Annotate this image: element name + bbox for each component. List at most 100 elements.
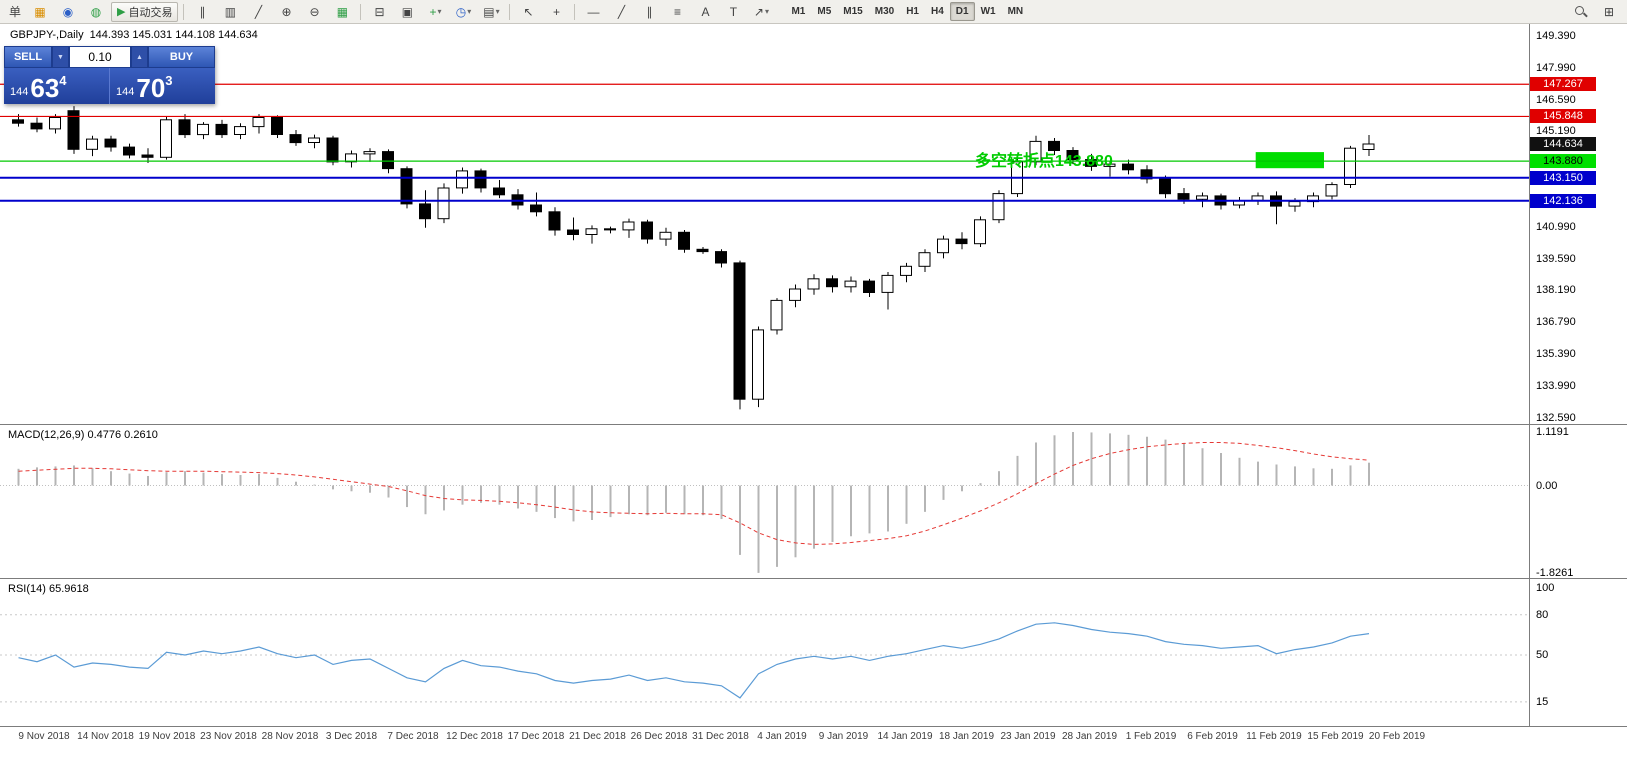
price-axis[interactable]: 149.390 147.990 146.590 145.190 140.990 139.5… bbox=[1529, 24, 1627, 726]
date-label: 11 Feb 2019 bbox=[1246, 731, 1302, 742]
sell-price[interactable]: 144 63 4 bbox=[4, 68, 109, 104]
crosshair-tool-button[interactable]: + bbox=[552, 4, 560, 19]
new-order-button[interactable]: 单 bbox=[5, 2, 25, 22]
tile-windows-button[interactable]: ▦ bbox=[336, 4, 349, 19]
buy-button[interactable]: BUY bbox=[148, 46, 215, 68]
price-tick: 147.990 bbox=[1536, 61, 1576, 74]
shapes-tool-button[interactable]: ↗ ▾ bbox=[748, 1, 774, 23]
date-label: 3 Dec 2018 bbox=[325, 731, 378, 742]
candlestick-chart[interactable] bbox=[0, 24, 1529, 424]
price-tick: 135.390 bbox=[1536, 348, 1576, 360]
price-badge: 142.136 bbox=[1530, 193, 1596, 208]
clock-icon: ◷ bbox=[455, 4, 467, 19]
date-label: 6 Feb 2019 bbox=[1187, 731, 1238, 742]
panel-separator[interactable] bbox=[0, 424, 1627, 425]
date-label: 9 Jan 2019 bbox=[818, 731, 869, 742]
arrange-windows-button[interactable]: ⊟ bbox=[374, 4, 385, 19]
chevron-up-icon: ▲ bbox=[136, 53, 143, 61]
axis-separator bbox=[0, 726, 1627, 727]
date-label: 31 Dec 2018 bbox=[692, 731, 749, 742]
indicators-plus-icon: + bbox=[429, 4, 437, 19]
trendline-tool-button[interactable]: ╱ bbox=[617, 4, 626, 19]
panel-separator[interactable] bbox=[0, 578, 1627, 579]
bar-chart-type-button[interactable]: ∥ bbox=[199, 4, 206, 19]
cursor-tool-button[interactable]: ↖ bbox=[523, 4, 534, 19]
text-tool-button[interactable]: A bbox=[701, 4, 710, 19]
date-label: 18 Jan 2019 bbox=[938, 731, 995, 742]
volume-input[interactable] bbox=[69, 46, 131, 68]
new-window-button[interactable]: ⊞ bbox=[1603, 4, 1615, 19]
candlestick-chart-type-button[interactable]: ▥ bbox=[224, 4, 237, 19]
chevron-down-icon: ▾ bbox=[764, 7, 769, 16]
price-tick: 80 bbox=[1536, 608, 1549, 621]
date-label: 9 Nov 2018 bbox=[18, 731, 70, 742]
price-badge: 145.848 bbox=[1530, 109, 1596, 124]
price-tick: 146.590 bbox=[1536, 93, 1576, 106]
autotrading-button[interactable]: ▶ 自动交易 bbox=[111, 1, 179, 22]
timeframe-h4-button[interactable]: H4 bbox=[930, 6, 944, 17]
fibonacci-tool-button[interactable]: ≡ bbox=[673, 4, 681, 19]
date-label: 1 Feb 2019 bbox=[1125, 731, 1177, 742]
periods-button[interactable]: ◷ ▾ bbox=[450, 1, 476, 23]
price-tick: 149.390 bbox=[1536, 30, 1576, 42]
date-label: 19 Nov 2018 bbox=[138, 731, 196, 742]
timeframe-mn-button[interactable]: MN bbox=[1007, 6, 1024, 17]
chevron-down-icon: ▾ bbox=[437, 7, 442, 16]
templates-button[interactable]: ▤ ▾ bbox=[478, 1, 504, 23]
channel-tool-button[interactable]: ∥ bbox=[646, 4, 653, 19]
search-button[interactable] bbox=[1568, 1, 1594, 23]
line-chart-type-button[interactable]: ╱ bbox=[254, 4, 263, 19]
date-label: 20 Feb 2019 bbox=[1368, 731, 1426, 742]
zoom-out-button[interactable]: ⊖ bbox=[309, 4, 320, 19]
timeframe-h1-button[interactable]: H1 bbox=[906, 6, 919, 17]
date-label: 28 Nov 2018 bbox=[261, 731, 319, 742]
date-label: 15 Feb 2019 bbox=[1307, 731, 1364, 742]
price-badge: 144.634 bbox=[1530, 137, 1596, 152]
timeframe-d1-button[interactable]: D1 bbox=[949, 2, 975, 21]
profiles-icon[interactable]: ◉ bbox=[62, 4, 74, 19]
trade-panel-divider bbox=[109, 68, 110, 104]
price-tick: 140.990 bbox=[1536, 220, 1576, 233]
date-label: 14 Nov 2018 bbox=[77, 731, 134, 742]
sell-price-main: 144 bbox=[10, 86, 29, 98]
macd-label: MACD(12,26,9) 0.4776 0.2610 bbox=[8, 429, 158, 441]
community-icon[interactable]: ◍ bbox=[90, 4, 102, 19]
timeframe-m15-button[interactable]: M15 bbox=[843, 6, 863, 17]
date-label: 14 Jan 2019 bbox=[877, 731, 933, 742]
date-label: 23 Jan 2019 bbox=[1000, 731, 1056, 742]
trade-panel-prices: 144 63 4 144 70 3 bbox=[4, 68, 215, 104]
timeframe-m5-button[interactable]: M5 bbox=[817, 6, 832, 17]
volume-increase-button[interactable]: ▲ bbox=[131, 46, 148, 68]
pivot-annotation: 多空转折点143.880 bbox=[975, 153, 1113, 170]
zoom-in-button[interactable]: ⊕ bbox=[281, 4, 292, 19]
price-tick: -1.8261 bbox=[1536, 566, 1574, 579]
volume-decrease-button[interactable]: ▼ bbox=[52, 46, 69, 68]
sell-price-pips: 63 bbox=[30, 73, 60, 103]
indicators-button[interactable]: + ▾ bbox=[422, 1, 448, 23]
timeframe-m1-button[interactable]: M1 bbox=[791, 6, 806, 17]
horizontal-line-tool-button[interactable]: ― bbox=[587, 4, 600, 19]
date-axis[interactable]: 9 Nov 2018 14 Nov 2018 19 Nov 2018 23 Nov 2… bbox=[0, 727, 1529, 747]
cascade-windows-button[interactable]: ▣ bbox=[401, 4, 414, 19]
label-tool-button[interactable]: T bbox=[729, 4, 738, 19]
arrow-icon: ↗ bbox=[753, 4, 764, 19]
timeframe-m30-button[interactable]: M30 bbox=[874, 6, 895, 17]
sell-price-point: 4 bbox=[59, 73, 67, 88]
search-icon bbox=[1574, 5, 1588, 19]
price-tick: 139.590 bbox=[1536, 252, 1576, 265]
date-label: 23 Nov 2018 bbox=[200, 731, 257, 742]
rsi-chart[interactable] bbox=[0, 579, 1529, 726]
chart-ohlc-values: 144.393 145.031 144.108 144.634 bbox=[89, 29, 258, 41]
timeframe-w1-button[interactable]: W1 bbox=[980, 6, 996, 17]
price-tick: 145.190 bbox=[1536, 125, 1576, 138]
template-icon: ▤ bbox=[483, 4, 495, 19]
date-label: 17 Dec 2018 bbox=[507, 731, 565, 742]
toolbar-separator bbox=[183, 3, 185, 20]
price-tick: 0.00 bbox=[1536, 479, 1558, 492]
macd-chart[interactable] bbox=[0, 425, 1529, 578]
buy-price[interactable]: 144 70 3 bbox=[110, 68, 215, 104]
new-chart-icon[interactable]: ▦ bbox=[34, 4, 46, 19]
sell-button[interactable]: SELL bbox=[4, 46, 52, 68]
